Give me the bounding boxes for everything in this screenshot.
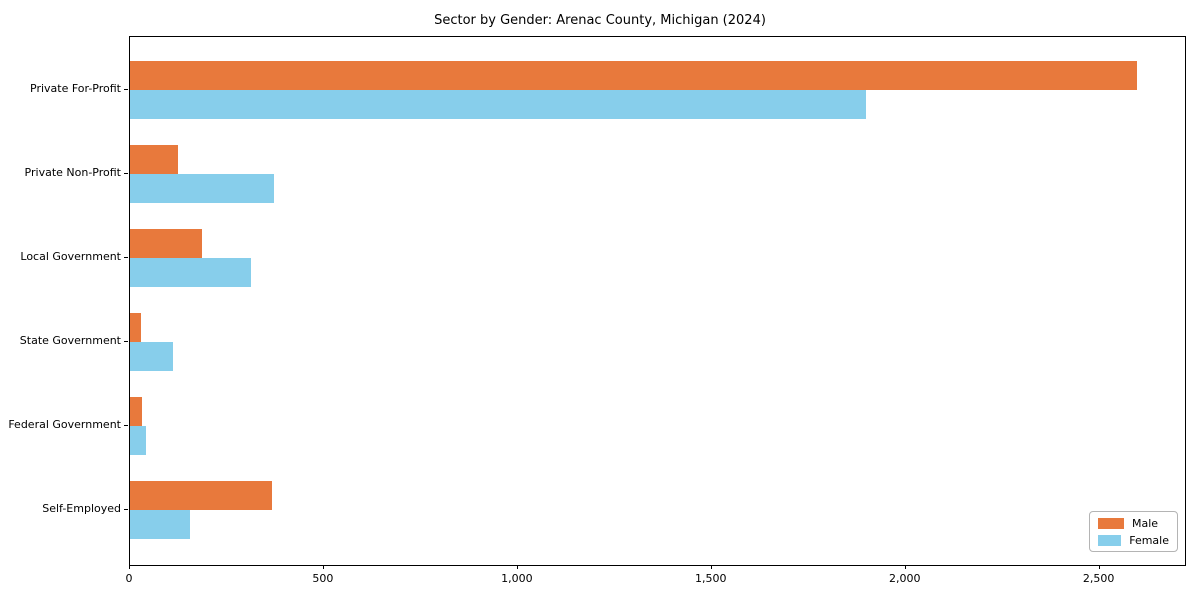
y-axis-category-label: Private Non-Profit [24, 166, 121, 179]
x-tick-mark [1098, 565, 1100, 569]
y-tick-mark [124, 89, 128, 90]
x-tick-mark [904, 565, 906, 569]
bar-male-state-government [130, 313, 141, 342]
bar-female-private-non-profit [130, 174, 274, 203]
x-tick-label: 0 [125, 572, 133, 585]
x-tick-mark [516, 565, 518, 569]
x-tick-label: 500 [312, 572, 334, 585]
bar-male-private-non-profit [130, 145, 178, 174]
y-tick-mark [124, 341, 128, 342]
bar-female-self-employed [130, 510, 191, 539]
y-axis-category-label: State Government [19, 334, 121, 347]
x-tick-mark [322, 565, 324, 569]
bar-male-self-employed [130, 481, 272, 510]
plot-area [129, 36, 1186, 566]
y-tick-mark [124, 257, 128, 258]
legend-item-female: Female [1098, 534, 1169, 547]
x-tick-mark [710, 565, 712, 569]
y-axis-category-label: Self-Employed [42, 502, 121, 515]
bar-female-private-for-profit [130, 90, 867, 119]
y-tick-mark [124, 425, 128, 426]
bar-female-federal-government [130, 426, 146, 455]
y-tick-mark [124, 509, 128, 510]
x-tick-label: 2,500 [1082, 572, 1115, 585]
bar-male-local-government [130, 229, 202, 258]
y-axis-category-label: Federal Government [8, 418, 121, 431]
y-axis-category-label: Private For-Profit [30, 82, 121, 95]
female-swatch-icon [1098, 535, 1122, 546]
bar-female-local-government [130, 258, 251, 287]
y-axis-category-label: Local Government [20, 250, 121, 263]
x-tick-label: 1,500 [695, 572, 727, 585]
bar-male-private-for-profit [130, 61, 1137, 90]
chart-title: Sector by Gender: Arenac County, Michiga… [434, 13, 766, 28]
bar-female-state-government [130, 342, 173, 371]
legend-item-male: Male [1098, 517, 1169, 530]
x-tick-mark [129, 565, 130, 569]
x-tick-label: 2,000 [888, 572, 921, 585]
legend-label-male: Male [1132, 517, 1159, 530]
legend-label-female: Female [1129, 534, 1169, 547]
bar-male-federal-government [130, 397, 142, 426]
x-tick-label: 1,000 [501, 572, 533, 585]
y-tick-mark [124, 173, 128, 174]
male-swatch-icon [1098, 518, 1124, 529]
legend: Male Female [1089, 511, 1178, 552]
